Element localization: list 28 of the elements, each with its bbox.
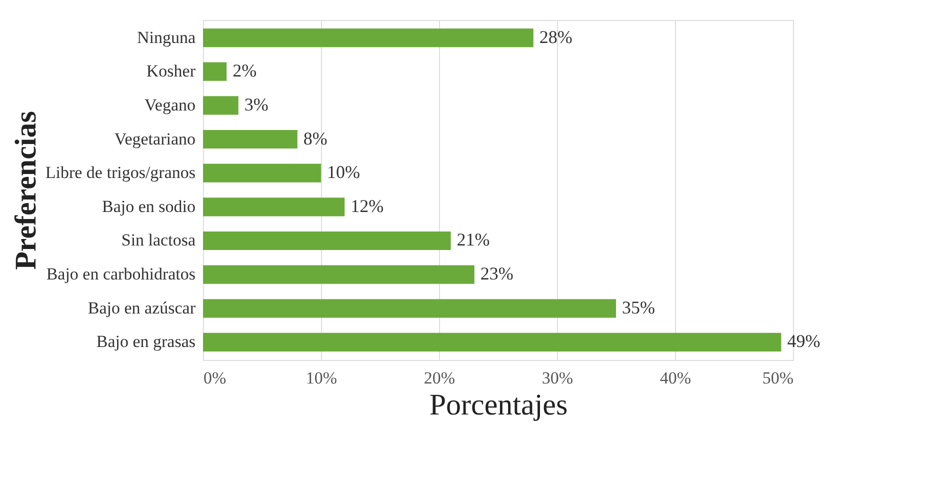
y-tick-label: Ninguna <box>136 28 196 47</box>
y-axis-title: Preferencias <box>9 111 42 270</box>
data-label: 35% <box>622 297 655 318</box>
x-tick-label: 30% <box>542 368 574 388</box>
data-label: 3% <box>244 94 268 114</box>
data-label: 28% <box>539 26 572 47</box>
y-tick-label: Vegano <box>144 95 196 114</box>
y-tick-label: Libre de trigos/granos <box>45 163 196 182</box>
y-tick-label: Bajo en grasas <box>96 332 196 352</box>
y-tick-label: Bajo en sodio <box>102 196 196 216</box>
x-tick-label: 40% <box>660 368 692 388</box>
y-tick-label: Bajo en carbohidratos <box>46 264 196 284</box>
x-tick-label: 10% <box>306 368 338 388</box>
y-tick-label: Kosher <box>146 62 196 81</box>
data-label: 23% <box>480 264 514 284</box>
data-label: 49% <box>787 331 820 352</box>
y-tick-label: Sin lactosa <box>121 230 196 250</box>
data-label: 12% <box>350 196 384 216</box>
x-axis-title: Porcentajes <box>429 388 568 422</box>
y-tick-label: Vegetariano <box>114 129 196 148</box>
data-label: 10% <box>327 162 360 182</box>
data-label: 8% <box>303 128 328 148</box>
y-tick-label: Bajo en azúscar <box>88 298 196 318</box>
x-tick-label: 50% <box>762 368 794 388</box>
x-tick-label: 20% <box>424 368 456 388</box>
data-label: 2% <box>232 60 257 81</box>
x-tick-label: 0% <box>204 368 226 388</box>
data-label: 21% <box>456 230 490 250</box>
